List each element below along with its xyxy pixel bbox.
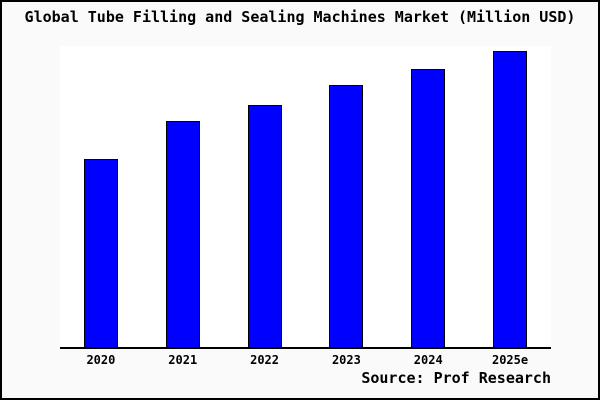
tick-label-2025e: 2025e [491,353,529,367]
tick-label-2021: 2021 [168,353,198,367]
bar-slot-2023 [305,46,387,347]
bar-slot-2022 [224,46,306,347]
tick-label-2024: 2024 [413,353,443,367]
bar-slot-2020 [60,46,142,347]
chart-title: Global Tube Filling and Sealing Machines… [24,8,576,26]
bar-2020 [83,159,118,347]
source-attribution: Source: Prof Research [361,369,551,387]
tick-label-2023: 2023 [331,353,361,367]
bar-2021 [165,121,200,347]
bar-2023 [329,84,364,347]
bars-row [60,46,551,347]
bar-2024 [411,68,446,347]
plot-area [60,46,551,349]
bar-slot-2025e [469,46,551,347]
tick-label-2020: 2020 [86,353,116,367]
bar-slot-2024 [387,46,469,347]
bar-slot-2021 [142,46,224,347]
bar-2022 [247,104,282,347]
x-axis-tick-labels: 2020 2021 2022 2023 2024 2025e [60,353,551,367]
bar-2025e [493,51,528,347]
tick-label-2022: 2022 [250,353,280,367]
